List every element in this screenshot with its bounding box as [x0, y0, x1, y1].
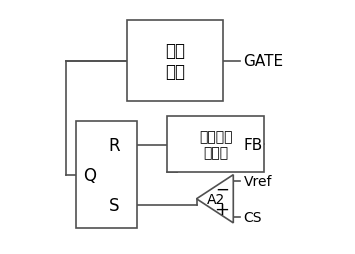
Text: +: +	[214, 201, 229, 218]
Text: Vref: Vref	[244, 174, 272, 188]
Text: 下降沿检
测电路: 下降沿检 测电路	[199, 130, 232, 160]
Text: CS: CS	[244, 210, 262, 224]
Text: −: −	[215, 180, 229, 197]
Polygon shape	[197, 175, 233, 223]
Text: Q: Q	[83, 166, 96, 184]
Text: R: R	[108, 136, 120, 154]
Text: 驱动
电路: 驱动 电路	[165, 42, 185, 81]
FancyBboxPatch shape	[76, 122, 137, 228]
Text: S: S	[109, 196, 119, 214]
Text: A2: A2	[207, 192, 225, 206]
FancyBboxPatch shape	[167, 117, 264, 172]
Text: FB: FB	[244, 137, 263, 152]
Text: GATE: GATE	[244, 54, 284, 69]
FancyBboxPatch shape	[127, 21, 223, 102]
